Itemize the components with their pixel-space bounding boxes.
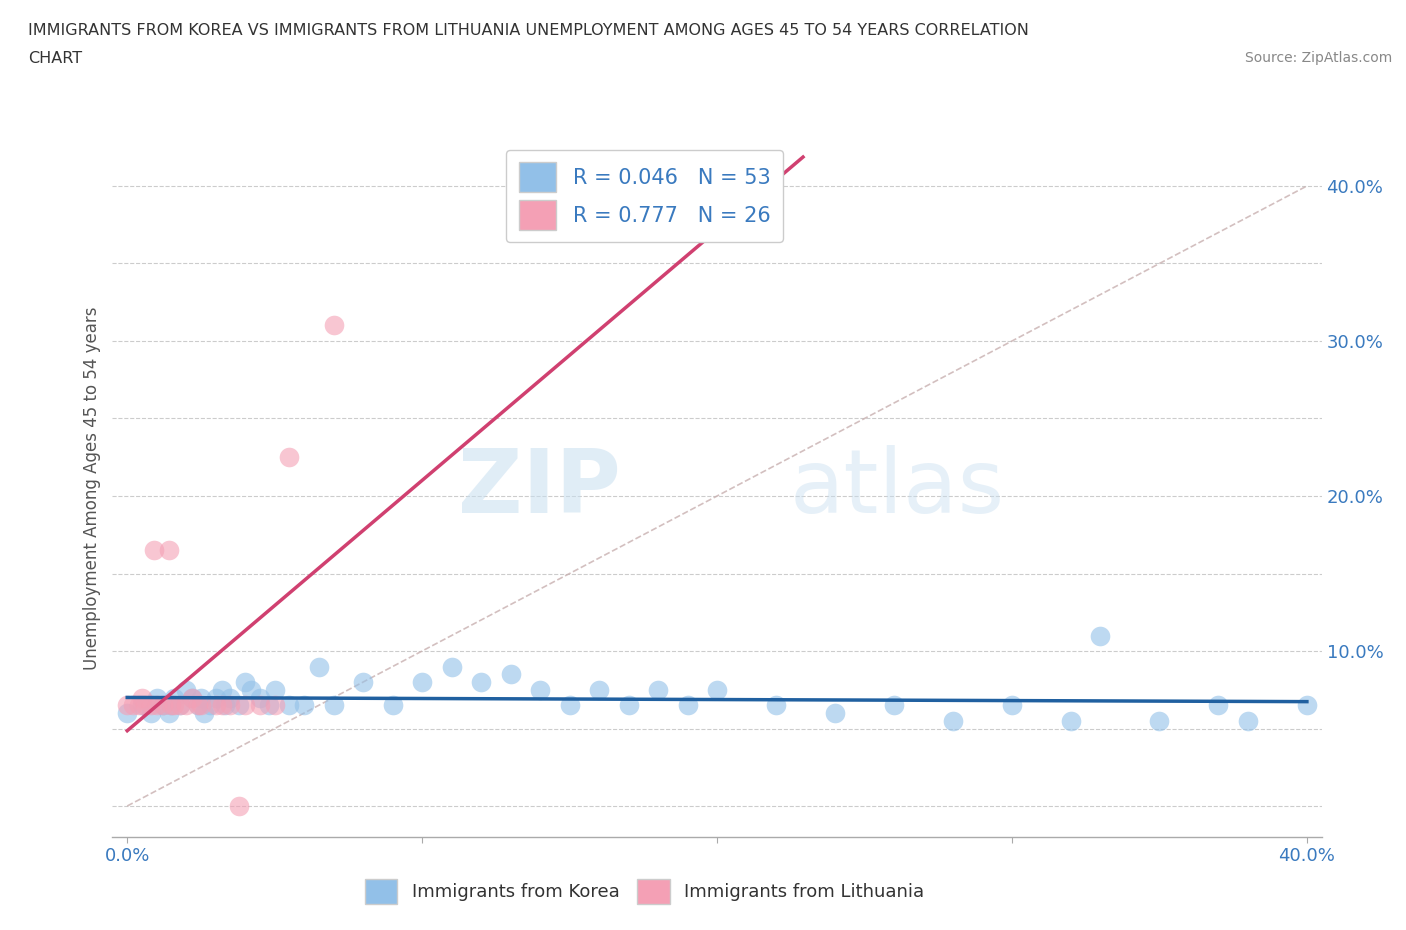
Point [883, 698, 905, 712]
Point [190, 698, 212, 712]
Point [145, 698, 167, 712]
Point [219, 690, 242, 705]
Point [1149, 713, 1171, 728]
Point [617, 698, 640, 712]
Point [211, 683, 233, 698]
Point [157, 706, 180, 721]
Point [263, 698, 285, 712]
Point [163, 690, 186, 705]
Point [181, 690, 204, 705]
Point [278, 698, 301, 712]
Text: ZIP: ZIP [457, 445, 620, 532]
Point [470, 674, 492, 689]
Point [214, 698, 236, 712]
Point [257, 698, 280, 712]
Point [249, 698, 271, 712]
Point [1296, 698, 1319, 712]
Point [308, 659, 330, 674]
Text: Source: ZipAtlas.com: Source: ZipAtlas.com [1244, 51, 1392, 65]
Point [174, 683, 197, 698]
Point [115, 698, 138, 712]
Point [1237, 713, 1260, 728]
Point [131, 698, 153, 712]
Point [139, 706, 162, 721]
Point [1060, 713, 1083, 728]
Point [157, 543, 180, 558]
Point [193, 706, 215, 721]
Text: CHART: CHART [28, 51, 82, 66]
Point [142, 543, 165, 558]
Point [322, 698, 344, 712]
Text: IMMIGRANTS FROM KOREA VS IMMIGRANTS FROM LITHUANIA UNEMPLOYMENT AMONG AGES 45 TO: IMMIGRANTS FROM KOREA VS IMMIGRANTS FROM… [28, 23, 1029, 38]
Point [558, 698, 581, 712]
Point [233, 698, 256, 712]
Point [169, 698, 191, 712]
Point [174, 698, 197, 712]
Point [219, 698, 242, 712]
Point [292, 698, 315, 712]
Point [115, 706, 138, 721]
Point [942, 713, 965, 728]
Point [588, 683, 610, 698]
Point [249, 690, 271, 705]
Point [122, 698, 145, 712]
Point [204, 698, 226, 712]
Point [706, 683, 728, 698]
Point [131, 690, 153, 705]
Point [263, 683, 285, 698]
Point [647, 683, 669, 698]
Point [1208, 698, 1230, 712]
Point [128, 698, 150, 712]
Point [163, 698, 186, 712]
Point [160, 698, 183, 712]
Text: atlas: atlas [790, 445, 1005, 532]
Point [1001, 698, 1024, 712]
Point [676, 698, 699, 712]
Legend: Immigrants from Korea, Immigrants from Lithuania: Immigrants from Korea, Immigrants from L… [357, 871, 932, 911]
Point [228, 698, 250, 712]
Point [440, 659, 463, 674]
Point [233, 674, 256, 689]
Point [278, 450, 301, 465]
Point [139, 698, 162, 712]
Point [411, 674, 433, 689]
Point [352, 674, 374, 689]
Point [160, 698, 183, 712]
Point [134, 698, 156, 712]
Point [765, 698, 787, 712]
Point [152, 698, 174, 712]
Point [499, 667, 522, 682]
Point [181, 690, 204, 705]
Point [187, 698, 209, 712]
Point [145, 690, 167, 705]
Point [190, 690, 212, 705]
Point [152, 698, 174, 712]
Point [1090, 628, 1112, 643]
Point [529, 683, 551, 698]
Point [169, 698, 191, 712]
Y-axis label: Unemployment Among Ages 45 to 54 years: Unemployment Among Ages 45 to 54 years [83, 307, 101, 670]
Point [322, 318, 344, 333]
Point [204, 690, 226, 705]
Point [381, 698, 404, 712]
Point [240, 683, 263, 698]
Point [228, 799, 250, 814]
Point [187, 698, 209, 712]
Point [198, 698, 221, 712]
Point [211, 698, 233, 712]
Point [824, 706, 846, 721]
